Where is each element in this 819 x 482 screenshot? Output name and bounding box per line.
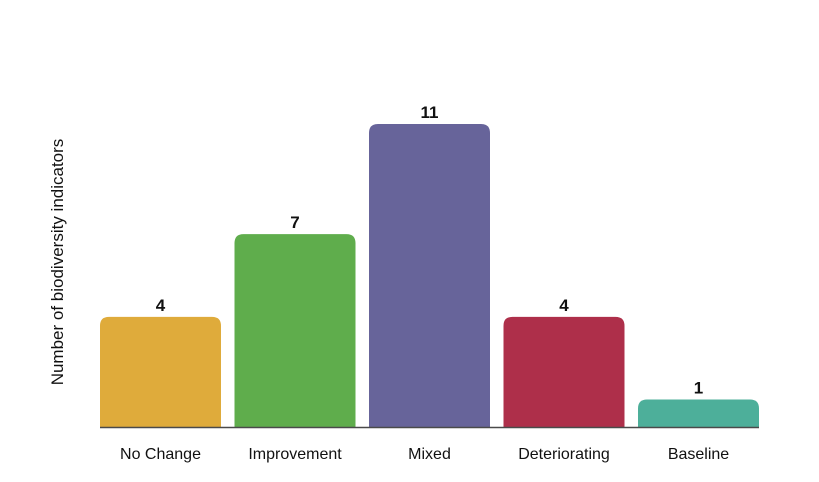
data-label-deteriorating: 4 xyxy=(559,296,569,315)
x-tick-baseline: Baseline xyxy=(668,446,729,463)
data-label-improvement: 7 xyxy=(290,213,299,232)
data-label-mixed: 11 xyxy=(421,103,439,122)
x-tick-no-change: No Change xyxy=(120,446,201,463)
x-tick-deteriorating: Deteriorating xyxy=(518,446,610,463)
bar-no-change xyxy=(100,316,221,427)
y-axis-label: Number of biodiversity indicators xyxy=(48,139,67,386)
bar-improvement xyxy=(234,234,356,427)
data-label-no-change: 4 xyxy=(156,296,166,315)
x-tick-improvement: Improvement xyxy=(248,446,342,463)
x-tick-labels: No Change Improvement Mixed Deteriorating Ba… xyxy=(120,446,729,463)
bar-deteriorating xyxy=(503,316,625,427)
data-label-baseline: 1 xyxy=(694,378,703,397)
bar-mixed xyxy=(369,124,490,427)
bar-baseline xyxy=(638,399,759,427)
x-tick-mixed: Mixed xyxy=(408,446,451,463)
bars-group: 4 7 11 4 1 xyxy=(100,103,759,427)
